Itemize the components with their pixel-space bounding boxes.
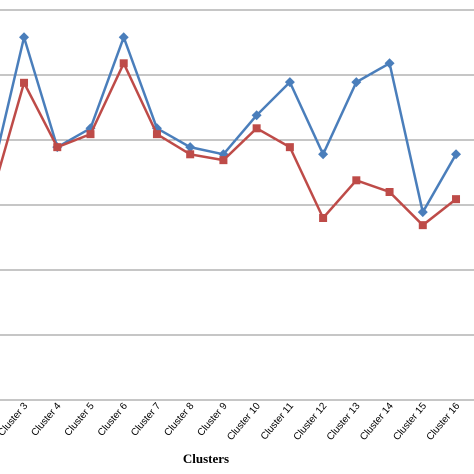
point [251,110,262,121]
point [351,77,362,88]
x-tick-label: Cluster 13 [325,401,363,443]
point [119,59,128,68]
x-tick-label: Cluster 10 [225,401,263,443]
point [385,188,394,196]
point [53,143,62,152]
series-line [0,60,457,227]
x-tick-label: Cluster 7 [129,401,163,439]
point [19,32,30,43]
x-tick-label: Cluster 15 [391,401,429,443]
x-tick-label: Cluster 4 [29,401,63,439]
point [451,149,462,160]
point [186,150,195,159]
x-tick-label: Cluster 8 [162,401,196,439]
x-tick-label: Cluster 6 [96,401,130,439]
point [452,195,461,204]
point [252,124,261,133]
point [384,58,395,69]
point [219,156,228,165]
point [285,143,294,152]
point [284,77,295,88]
point [319,214,328,222]
point [418,221,427,230]
point [352,176,361,185]
point [86,130,95,139]
point [417,207,428,218]
x-tick-label: Cluster 3 [0,401,31,439]
x-tick-label: Cluster 14 [358,401,396,443]
point [152,130,161,139]
x-tick-label: Cluster 5 [63,401,97,439]
x-tick-label: Cluster 9 [196,401,230,439]
point [20,78,29,87]
point [185,142,196,153]
x-tick-label: Cluster 12 [292,401,330,443]
x-tick-label: Cluster 16 [425,401,463,443]
point [318,149,329,160]
point [118,32,129,43]
x-axis-title: Clusters [183,451,229,466]
